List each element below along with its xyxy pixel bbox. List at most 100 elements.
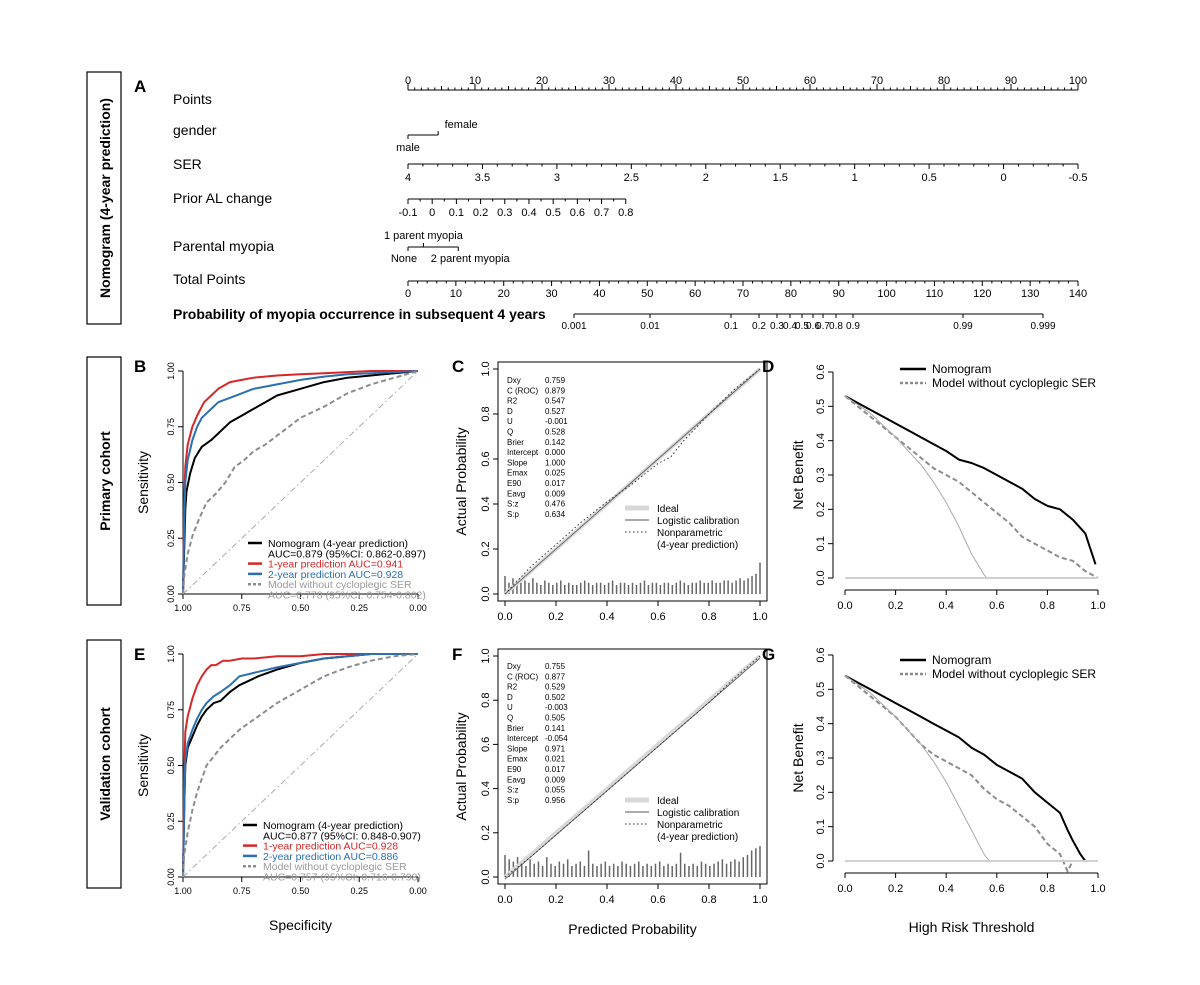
series-line [844, 675, 990, 862]
points-tick-label: 60 [804, 75, 816, 87]
y-tick-label: 0.3 [815, 750, 827, 765]
y-tick-label: 1.0 [480, 648, 492, 663]
x-tick-label: 0.4 [599, 611, 614, 623]
legend-entry: Logistic calibration [657, 516, 739, 527]
y-tick-label: 0.0 [815, 853, 827, 868]
probability-tick-label: 0.999 [1030, 321, 1055, 332]
legend-entry: Ideal [657, 504, 679, 515]
stat-value: -0.054 [545, 734, 568, 743]
y-axis-title: Actual Probability [453, 712, 469, 820]
points-tick-label: 20 [536, 75, 548, 87]
total-points-tick-label: 120 [973, 288, 991, 300]
prior-al-tick-label: 0.1 [449, 207, 464, 219]
legend-entry: 2-year prediction AUC=0.886 [263, 851, 398, 863]
stat-value: 0.021 [545, 755, 566, 764]
legend-entry: Model without cycloplegic SER [263, 861, 407, 873]
stat-label: R2 [507, 397, 518, 406]
nomogram-label-gender: gender [173, 122, 217, 138]
points-tick-label: 30 [603, 75, 615, 87]
ser-tick-label: 2.5 [624, 172, 639, 184]
points-tick-label: 0 [405, 75, 411, 87]
x-axis-title: Predicted Probability [568, 921, 696, 937]
points-tick-label: 80 [938, 75, 950, 87]
panel-letter-a: A [134, 77, 146, 96]
series-line [504, 368, 761, 595]
dca-primary-panel: 0.0 0.1 0.2 0.3 0.4 0.5 0.6 0.0 0.2 0.4 0.6 0.8 1.0 N… [790, 362, 1106, 612]
ser-tick-label: 3.5 [475, 172, 490, 184]
legend-entry: Logistic calibration [657, 808, 739, 819]
probability-tick-label: 0.001 [561, 321, 586, 332]
x-tick-label: 1.0 [1090, 883, 1105, 895]
stat-label: S:p [507, 510, 520, 519]
legend-entry: AUC=0.877 (95%CI: 0.848-0.907) [263, 830, 421, 842]
legend-entry: (4-year prediction) [657, 540, 738, 551]
roc-primary-panel: 0.00 0.25 0.50 0.75 1.00 1.00 0.75 0.50 0.25 0.00… [135, 362, 427, 613]
prior-al-tick-label: 0.3 [497, 207, 512, 219]
legend-entry: Ideal [657, 796, 679, 807]
y-tick-label: 0.75 [166, 418, 176, 436]
stat-label: Brier [507, 438, 524, 447]
points-tick-label: 40 [670, 75, 682, 87]
parental-tick-label: 2 parent myopia [431, 253, 511, 265]
stat-label: S:p [507, 796, 520, 805]
stat-label: S:z [507, 786, 519, 795]
series-line [182, 370, 418, 595]
series-line [182, 370, 419, 595]
gender-tick-label: female [445, 119, 478, 131]
probability-tick-label: 0.6 [806, 321, 820, 332]
points-tick-label: 100 [1069, 75, 1087, 87]
ser-tick-label: 4 [405, 172, 411, 184]
total-points-tick-label: 100 [877, 288, 895, 300]
y-axis-title: Net Benefit [790, 723, 806, 792]
series-line [504, 655, 761, 878]
probability-tick-label: 0.3 [770, 321, 784, 332]
x-tick-label: 0.6 [989, 883, 1004, 895]
y-tick-label: 0.3 [815, 467, 827, 482]
probability-tick-label: 0.99 [953, 321, 973, 332]
x-tick-label: 0.8 [701, 611, 716, 623]
stat-label: E90 [507, 765, 522, 774]
panel-letter-g: G [762, 645, 775, 664]
total-points-tick-label: 70 [737, 288, 749, 300]
x-tick-label: 0.4 [939, 600, 954, 612]
total-points-tick-label: 130 [1021, 288, 1039, 300]
points-tick-label: 10 [469, 75, 481, 87]
stat-value: 0.634 [545, 510, 566, 519]
stat-value: 1.000 [545, 458, 566, 467]
legend-entry: Nonparametric [657, 820, 723, 831]
stat-label: D [507, 693, 513, 702]
ser-tick-label: 1 [852, 172, 858, 184]
y-tick-label: 0.00 [166, 585, 176, 603]
stat-label: U [507, 417, 513, 426]
nomogram-label-parental: Parental myopia [173, 238, 274, 254]
x-axis-title: Specificity [269, 917, 332, 933]
y-tick-label: 0.1 [815, 819, 827, 834]
legend-entry: 1-year prediction AUC=0.941 [268, 559, 403, 571]
stat-label: C (ROC) [507, 386, 538, 395]
y-axis-title: Sensitivity [135, 451, 151, 514]
x-tick-label: 1.0 [752, 894, 767, 906]
y-tick-label: 0.2 [480, 825, 492, 840]
stat-label: Q [507, 714, 513, 723]
y-tick-label: 0.4 [815, 716, 827, 731]
y-tick-label: 0.6 [480, 737, 492, 752]
legend-entry: Model without cycloplegic SER [268, 579, 412, 591]
stat-value: 0.527 [545, 407, 566, 416]
nomogram-label-prior-al: Prior AL change [173, 190, 272, 206]
stat-label: Eavg [507, 489, 525, 498]
panel-letter-b: B [134, 357, 146, 376]
prior-al-tick-label: 0.8 [618, 207, 633, 219]
stat-value: 0.000 [545, 448, 566, 457]
series-line [844, 674, 1098, 862]
panel-letter-f: F [452, 645, 462, 664]
y-tick-label: 0.4 [815, 433, 827, 448]
series-line [182, 653, 419, 878]
x-tick-label: 0.50 [292, 603, 310, 613]
series-line [844, 395, 1097, 565]
y-tick-label: 0.6 [815, 647, 827, 662]
nomogram-label-total-points: Total Points [173, 271, 245, 287]
prior-al-tick-label: 0.5 [546, 207, 561, 219]
y-tick-label: 0.00 [166, 868, 176, 886]
stat-label: Slope [507, 744, 528, 753]
total-points-tick-label: 60 [689, 288, 701, 300]
